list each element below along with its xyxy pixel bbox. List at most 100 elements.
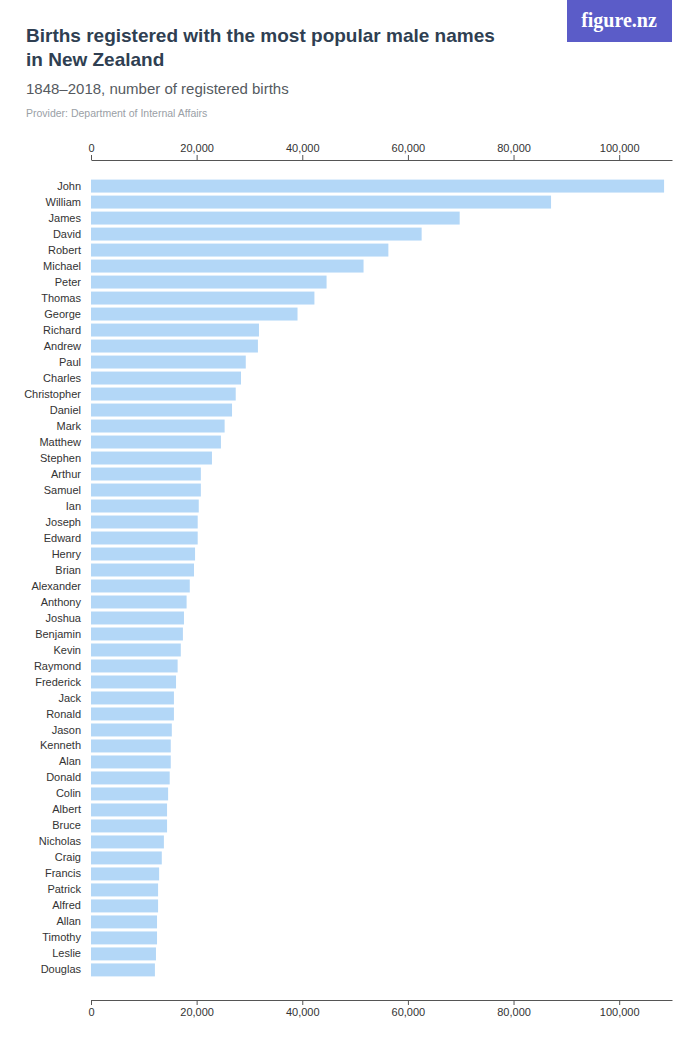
brand-text: figure.nz	[581, 9, 657, 32]
tick: Craig	[55, 851, 91, 863]
tick: Raymond	[34, 660, 91, 672]
x-axis-top: 020,00040,00060,00080,000100,000	[88, 142, 672, 161]
tick: Peter	[55, 276, 91, 288]
tick: Matthew	[39, 436, 91, 448]
tick: Andrew	[44, 340, 91, 352]
category-label: Stephen	[40, 452, 81, 464]
tick-label: 0	[88, 142, 94, 154]
chart-container: figure.nzBirths registered with the most…	[0, 0, 700, 1050]
bar	[91, 660, 178, 673]
y-axis: JohnWilliamJamesDavidRobertMichaelPeterT…	[24, 179, 91, 979]
bar	[91, 883, 158, 896]
category-label: Kenneth	[40, 739, 81, 751]
tick: Mark	[57, 420, 91, 432]
x-axis-bottom: 020,00040,00060,00080,000100,000	[88, 1000, 672, 1018]
bar	[91, 564, 194, 577]
tick: George	[44, 308, 91, 320]
bar	[91, 612, 184, 625]
tick: Daniel	[50, 404, 91, 416]
tick: Patrick	[47, 883, 91, 895]
tick: 80,000	[497, 1000, 531, 1018]
category-label: Ian	[66, 500, 81, 512]
bar	[91, 388, 236, 401]
category-label: Christopher	[24, 388, 81, 400]
category-label: Thomas	[41, 292, 81, 304]
bar	[91, 707, 174, 720]
tick-label: 100,000	[600, 142, 640, 154]
tick: Joshua	[46, 612, 91, 624]
tick: Richard	[43, 324, 91, 336]
tick: Brian	[55, 564, 91, 576]
bar	[91, 899, 158, 912]
category-label: Alan	[59, 755, 81, 767]
category-label: Paul	[59, 356, 81, 368]
bar	[91, 915, 157, 928]
category-label: Raymond	[34, 660, 81, 672]
category-label: Anthony	[41, 596, 82, 608]
category-label: Douglas	[41, 963, 82, 975]
tick: Michael	[43, 260, 91, 272]
tick-label: 20,000	[180, 142, 214, 154]
tick: Arthur	[51, 468, 91, 480]
tick-label: 40,000	[286, 1006, 320, 1018]
axis-line	[92, 160, 673, 161]
category-label: Albert	[52, 803, 81, 815]
tick: Alexander	[31, 580, 91, 592]
bar	[91, 292, 314, 305]
bar	[91, 819, 167, 832]
tick: Henry	[52, 548, 91, 560]
tick: Benjamin	[35, 628, 91, 640]
tick: 100,000	[600, 142, 640, 160]
tick: Stephen	[40, 452, 91, 464]
tick-mark	[91, 155, 92, 160]
category-label: Arthur	[51, 468, 81, 480]
category-label: David	[53, 228, 81, 240]
category-label: Kevin	[53, 644, 81, 656]
tick-mark	[619, 155, 620, 160]
tick: Christopher	[24, 388, 91, 400]
bar	[91, 484, 201, 497]
category-label: Jason	[52, 723, 81, 735]
tick: Nicholas	[39, 835, 91, 847]
tick: Bruce	[52, 819, 91, 831]
bar	[91, 532, 198, 545]
tick-label: 80,000	[497, 142, 531, 154]
tick-mark	[197, 1000, 198, 1005]
bar	[91, 803, 167, 816]
tick: Paul	[59, 356, 91, 368]
tick: Jack	[58, 691, 91, 703]
tick: Anthony	[41, 596, 91, 608]
tick: Joseph	[46, 516, 91, 528]
tick: James	[49, 212, 91, 224]
category-label: Francis	[45, 867, 82, 879]
tick: John	[57, 180, 91, 192]
category-label: Ronald	[46, 707, 81, 719]
tick-label: 20,000	[180, 1006, 214, 1018]
tick: Allan	[57, 915, 91, 927]
category-label: Henry	[52, 548, 82, 560]
tick: Frederick	[35, 675, 91, 687]
category-label: Jack	[58, 691, 81, 703]
category-label: Matthew	[39, 436, 81, 448]
bar	[91, 180, 664, 193]
tick-label: 0	[88, 1006, 94, 1018]
category-label: Leslie	[52, 947, 81, 959]
tick: Alan	[59, 755, 91, 767]
tick: Colin	[56, 787, 91, 799]
category-label: Andrew	[44, 340, 81, 352]
bar	[91, 228, 422, 241]
category-label: Richard	[43, 324, 81, 336]
tick-label: 60,000	[392, 1006, 426, 1018]
tick-label: 60,000	[392, 142, 426, 154]
bar	[91, 691, 174, 704]
tick: Ronald	[46, 707, 91, 719]
category-label: Bruce	[52, 819, 81, 831]
category-label: William	[46, 196, 81, 208]
tick: 80,000	[497, 142, 531, 160]
subtitle: 1848–2018, number of registered births	[26, 80, 289, 97]
chart-svg: figure.nzBirths registered with the most…	[0, 0, 700, 1050]
category-label: James	[49, 212, 82, 224]
tick-mark	[408, 155, 409, 160]
category-label: Craig	[55, 851, 81, 863]
bar	[91, 580, 190, 593]
